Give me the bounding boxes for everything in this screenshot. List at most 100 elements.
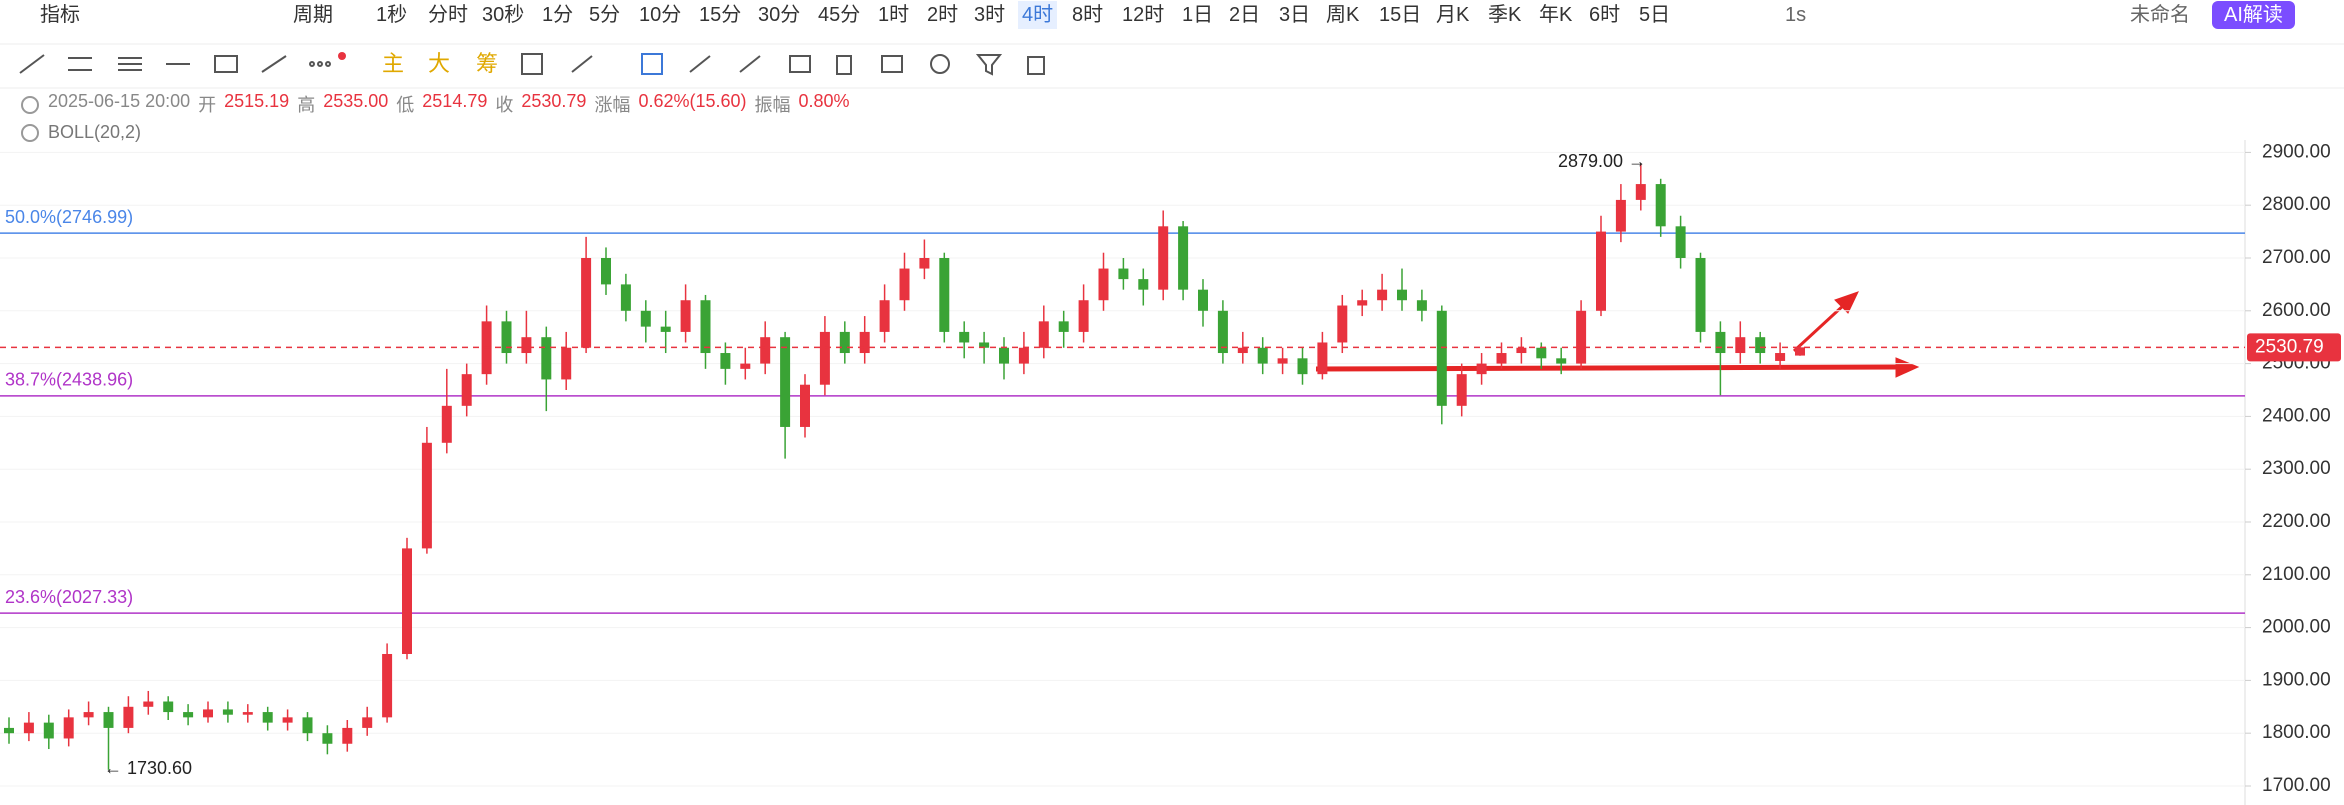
- candle-body: [660, 326, 671, 332]
- candle-body: [1138, 279, 1149, 290]
- candle-body: [183, 712, 194, 718]
- period-item[interactable]: 15日: [1379, 4, 1422, 26]
- period-item[interactable]: 5分: [589, 4, 621, 26]
- period-item[interactable]: 3时: [974, 4, 1006, 26]
- dot: [338, 52, 346, 60]
- tool-main[interactable]: 主: [382, 51, 405, 76]
- candle-body: [1536, 347, 1547, 359]
- candle-body: [959, 331, 970, 343]
- candle-body: [819, 331, 830, 385]
- period-item[interactable]: 30分: [758, 4, 801, 26]
- candle-body: [382, 653, 393, 718]
- last-price-box: [2247, 333, 2341, 362]
- period-item[interactable]: 1日: [1182, 4, 1214, 26]
- period-item[interactable]: 2日: [1229, 4, 1261, 26]
- candle-body: [402, 548, 412, 654]
- info-label: 收: [495, 95, 514, 115]
- period-item[interactable]: 45分: [818, 4, 861, 26]
- candle-body: [839, 331, 850, 354]
- candle-body: [541, 337, 552, 380]
- candle-body: [1078, 300, 1089, 332]
- period-item[interactable]: 2时: [927, 4, 959, 26]
- candle-body: [1635, 184, 1646, 200]
- candle-body: [1615, 199, 1626, 232]
- candle-body: [362, 717, 373, 728]
- candle-body: [1257, 347, 1268, 364]
- period-item[interactable]: 30秒: [482, 4, 525, 26]
- y-tick-label: 2400.00: [2262, 405, 2331, 426]
- candle-body: [203, 709, 213, 718]
- candle-body: [1217, 310, 1228, 354]
- candle-body: [1695, 257, 1706, 332]
- y-tick-label: 2100.00: [2262, 564, 2331, 585]
- ai-button[interactable]: AI解读: [2212, 1, 2295, 29]
- period-item[interactable]: 年K: [1539, 4, 1573, 26]
- candle-body: [979, 342, 990, 348]
- y-tick-label: 1900.00: [2262, 669, 2331, 690]
- tool-chips[interactable]: 筹: [476, 51, 499, 76]
- period-item[interactable]: 15分: [699, 4, 742, 26]
- candle-body: [1496, 353, 1507, 364]
- red-arrows: [1315, 291, 1920, 378]
- period-item[interactable]: 5日: [1639, 4, 1671, 26]
- candle-body: [103, 712, 114, 728]
- y-tick-label: 1800.00: [2262, 722, 2331, 743]
- candle-body: [1377, 289, 1388, 301]
- candle-body: [1655, 184, 1666, 227]
- candle-body: [143, 701, 154, 707]
- candle-body: [1755, 337, 1766, 354]
- candle-body: [939, 257, 950, 332]
- candle-body: [561, 347, 572, 380]
- period-item[interactable]: 1时: [878, 4, 910, 26]
- candle-body: [1596, 231, 1606, 311]
- y-tick-label: 2000.00: [2262, 617, 2331, 638]
- candle-body: [1675, 226, 1686, 258]
- candle-body: [521, 337, 532, 354]
- fib-label: 50.0%(2746.99): [5, 207, 133, 227]
- y-tick-label: 2800.00: [2262, 194, 2331, 215]
- candle-body: [1795, 347, 1805, 356]
- period-item[interactable]: 1秒: [376, 4, 408, 26]
- candle-body: [581, 257, 592, 348]
- speed[interactable]: 1s: [1785, 4, 1807, 26]
- candle-body: [1297, 358, 1308, 375]
- candle-body: [1018, 347, 1029, 364]
- period-button[interactable]: 周期: [293, 4, 333, 26]
- candle-body: [1178, 226, 1189, 290]
- tool-big[interactable]: 大: [428, 51, 451, 76]
- annotation: 2879.00 →: [1558, 151, 1646, 171]
- info-label: 开: [198, 95, 217, 115]
- info-value: 2515.19: [224, 91, 290, 111]
- candle-body: [322, 733, 333, 744]
- period-item[interactable]: 10分: [639, 4, 682, 26]
- period-item[interactable]: 3日: [1279, 4, 1311, 26]
- candle-body: [1735, 337, 1746, 354]
- period-item[interactable]: 周K: [1326, 4, 1360, 26]
- candle-body: [222, 709, 233, 715]
- candle-body: [282, 717, 293, 723]
- period-item[interactable]: 季K: [1488, 4, 1522, 26]
- candle-body: [1118, 268, 1129, 280]
- candle-body: [640, 310, 651, 327]
- layout-name[interactable]: 未命名: [2130, 4, 2190, 26]
- candle-body: [1456, 374, 1467, 406]
- period-item[interactable]: 6时: [1589, 4, 1621, 26]
- candle-body: [999, 347, 1009, 364]
- info-label: 振幅: [754, 95, 791, 115]
- candle-body: [1058, 321, 1069, 332]
- candle-body: [1516, 347, 1527, 354]
- candle-body: [461, 374, 472, 406]
- period-item[interactable]: 8时: [1072, 4, 1104, 26]
- info-label: 高: [297, 95, 316, 115]
- period-item[interactable]: 4时: [1018, 1, 1058, 29]
- period-item[interactable]: 月K: [1436, 4, 1470, 26]
- indicator-button[interactable]: 指标: [40, 4, 80, 26]
- y-tick-label: 2900.00: [2262, 141, 2331, 162]
- candle-body: [919, 257, 930, 269]
- period-item[interactable]: 12时: [1122, 4, 1165, 26]
- period-item[interactable]: 分时: [428, 4, 468, 26]
- period-item[interactable]: 1分: [542, 4, 574, 26]
- fib-label: 23.6%(2027.33): [5, 587, 133, 607]
